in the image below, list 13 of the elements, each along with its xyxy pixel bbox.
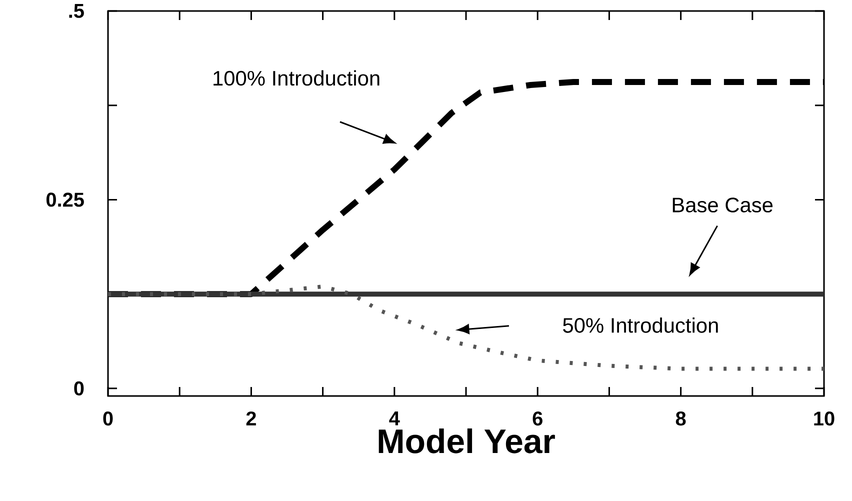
y-tick-label: 0 xyxy=(74,381,84,396)
annotation: Base Case xyxy=(672,198,773,212)
x-tick-label: 8 xyxy=(676,412,686,426)
annotation: 100% Introduction xyxy=(214,70,380,86)
y-tick-label: .5 xyxy=(69,4,84,18)
x-tick-label: 6 xyxy=(532,412,542,426)
x-tick-label: 0 xyxy=(103,412,113,426)
annotation: 50% Introduction xyxy=(563,317,718,333)
x-tick-label: 2 xyxy=(246,412,256,426)
x-tick-label: 4 xyxy=(389,412,400,426)
x-tick-label: 10 xyxy=(814,412,834,426)
x-axis-title: Model Year xyxy=(378,428,555,454)
y-tick-label: 0.25 xyxy=(46,192,84,207)
